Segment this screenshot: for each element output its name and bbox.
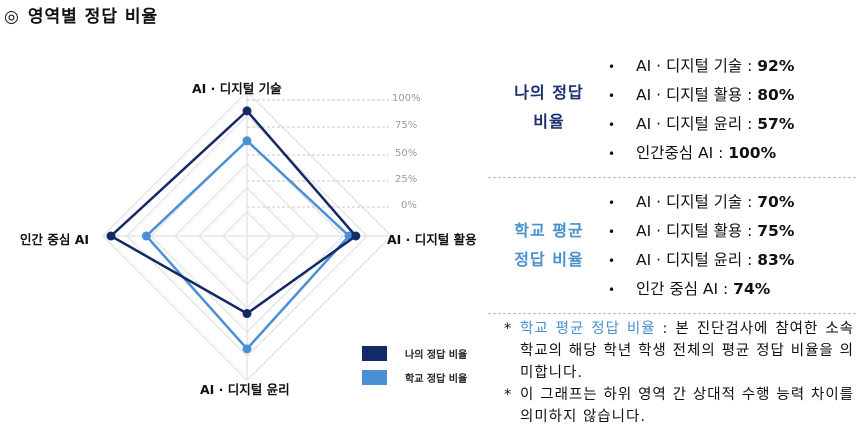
footnote: * 이 그래프는 하위 영역 간 상대적 수행 능력 차이를 의미하지 않습니다… [504,384,854,428]
legend-label-mine: 나의 정답 비율 [405,349,468,361]
list-item: • AI · 디지털 활용 : 75% [608,217,794,246]
list-item: • AI · 디지털 활용 : 80% [608,81,794,110]
list-item: • AI · 디지털 윤리 : 83% [608,246,794,275]
chart-legend: 나의 정답 비율 학교 정답 비율 [362,342,467,390]
legend-label-school: 학교 정답 비율 [405,373,468,385]
bullet-icon: • [608,118,616,132]
bullet-icon: • [608,283,616,297]
school-ratio-list: • AI · 디지털 기술 : 70% • AI · 디지털 활용 : 75% • A… [608,188,794,304]
radar-series [106,106,361,354]
asterisk-icon: * [504,387,512,403]
legend-swatch-school [362,369,387,385]
bullet-icon: • [608,254,616,268]
scale-tick-100: 100% [392,93,421,104]
list-item: • AI · 디지털 기술 : 70% [608,188,794,217]
section-title: ◎ 영역별 정답 비율 [4,2,158,27]
legend-item-mine: 나의 정답 비율 [362,342,467,364]
section-title-text: 영역별 정답 비율 [27,7,159,27]
footnote-highlight: 학교 평균 정답 비율 [520,321,656,337]
section-divider [488,177,856,178]
footnotes: * 학교 평균 정답 비율 : 본 진단검사에 참여한 소속 학교의 해당 학년… [504,318,854,428]
item-value: 80% [757,86,795,104]
asterisk-icon: * [504,321,512,337]
item-value: 100% [728,144,777,162]
item-label: 인간 중심 AI : [636,280,734,298]
bullet-icon: • [608,89,616,103]
item-label: AI · 디지털 활용 : [636,222,758,240]
school-ratio-title-line1: 학교 평균 [514,221,584,240]
item-label: AI · 디지털 윤리 : [636,115,758,133]
radar-grid [101,90,393,382]
scale-tick-50: 50% [395,148,418,159]
axis-label-left: 인간 중심 AI [20,232,90,247]
item-value: 70% [757,193,795,211]
item-value: 92% [757,57,795,75]
item-value: 74% [733,280,771,298]
axis-label-right: AI · 디지털 활용 [387,232,477,247]
scale-tick-75: 75% [395,120,418,131]
my-ratio-title-line1: 나의 정답 [514,83,584,102]
school-ratio-title-line2: 정답 비율 [514,250,584,269]
item-label: AI · 디지털 기술 : [636,57,758,75]
scale-tick-25: 25% [395,174,418,185]
footnote-body: : 본 진단검사에 참여한 소속 학교의 해당 학년 학생 전체의 평균 정답 … [520,321,855,381]
double-circle-icon: ◎ [4,7,20,27]
list-item: • 인간중심 AI : 100% [608,139,794,168]
bullet-icon: • [608,60,616,74]
item-value: 57% [757,115,795,133]
bullet-icon: • [608,225,616,239]
axis-label-top: AI · 디지털 기술 [192,81,282,96]
item-label: AI · 디지털 기술 : [636,193,758,211]
bullet-icon: • [608,196,616,210]
my-ratio-title-line2: 비율 [533,112,565,131]
list-item: • AI · 디지털 윤리 : 57% [608,110,794,139]
list-item: • AI · 디지털 기술 : 92% [608,52,794,81]
footnote: * 학교 평균 정답 비율 : 본 진단검사에 참여한 소속 학교의 해당 학년… [504,318,854,384]
axis-label-bottom: AI · 디지털 윤리 [200,382,290,397]
item-label: 인간중심 AI : [636,144,729,162]
item-label: AI · 디지털 활용 : [636,86,758,104]
item-value: 75% [757,222,795,240]
radar-chart [101,90,393,382]
bullet-icon: • [608,147,616,161]
school-ratio-title: 학교 평균 정답 비율 [494,216,604,274]
legend-swatch-mine [362,345,387,361]
legend-item-school: 학교 정답 비율 [362,366,467,388]
my-ratio-list: • AI · 디지털 기술 : 92% • AI · 디지털 활용 : 80% • A… [608,52,794,168]
my-ratio-title: 나의 정답 비율 [494,78,604,136]
footnote-body: 이 그래프는 하위 영역 간 상대적 수행 능력 차이를 의미하지 않습니다. [520,387,854,425]
section-divider [488,313,856,314]
scale-tick-0: 0% [401,200,417,211]
list-item: • 인간 중심 AI : 74% [608,275,794,304]
item-value: 83% [757,251,795,269]
item-label: AI · 디지털 윤리 : [636,251,758,269]
footnote-text: 학교 평균 정답 비율 : 본 진단검사에 참여한 소속 학교의 해당 학년 학… [520,318,854,384]
